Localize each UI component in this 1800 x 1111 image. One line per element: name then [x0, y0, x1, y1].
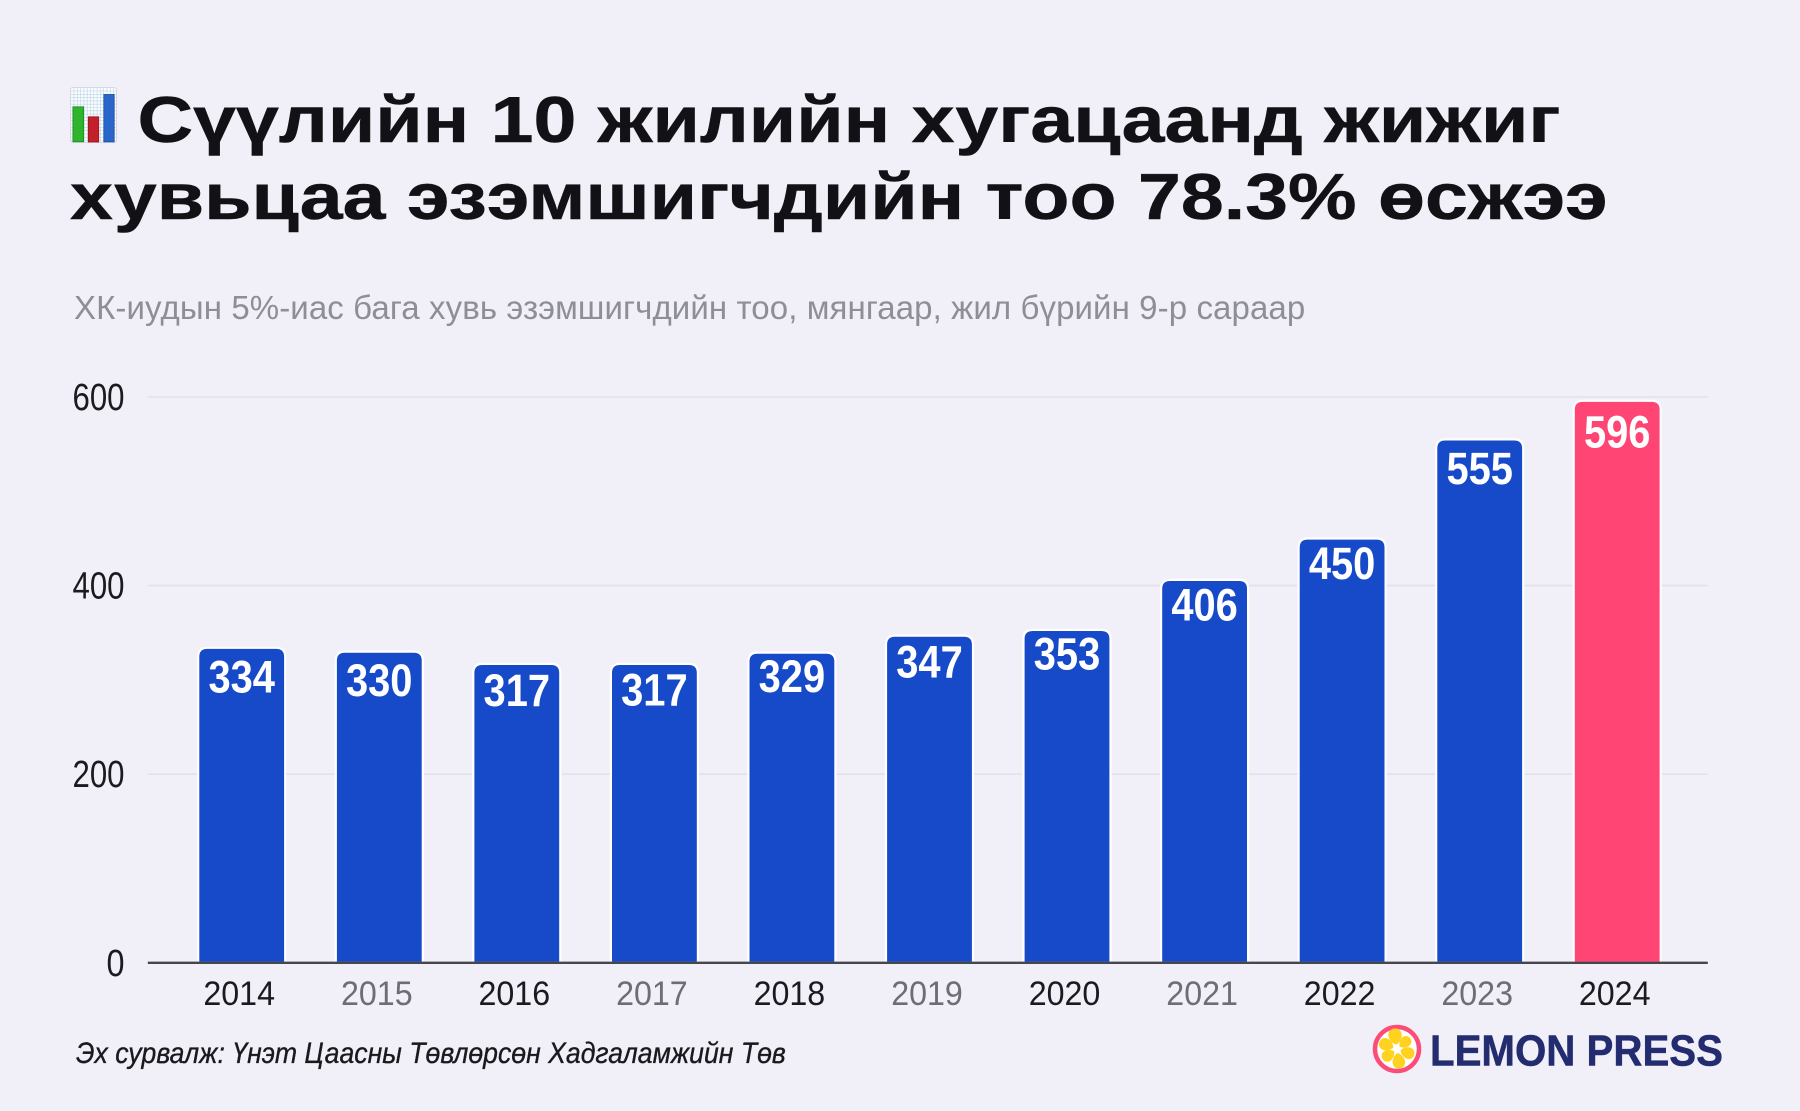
svg-text:2022: 2022 — [1304, 975, 1376, 1013]
svg-text:2014: 2014 — [203, 975, 275, 1013]
svg-text:353: 353 — [1034, 629, 1101, 680]
svg-text:2023: 2023 — [1441, 975, 1513, 1013]
svg-text:2019: 2019 — [891, 975, 963, 1013]
svg-text:200: 200 — [73, 754, 125, 796]
svg-text:LEMON PRESS: LEMON PRESS — [1430, 1027, 1723, 1076]
svg-text:2020: 2020 — [1029, 975, 1101, 1013]
svg-text:329: 329 — [759, 651, 826, 702]
svg-text:2017: 2017 — [616, 975, 688, 1013]
svg-text:2021: 2021 — [1166, 975, 1238, 1013]
svg-text:330: 330 — [346, 655, 413, 706]
svg-text:334: 334 — [208, 651, 275, 702]
svg-text:2018: 2018 — [754, 975, 826, 1013]
svg-text:555: 555 — [1446, 443, 1513, 494]
svg-text:317: 317 — [621, 664, 688, 715]
svg-text:347: 347 — [896, 636, 963, 687]
svg-text:596: 596 — [1584, 407, 1651, 458]
svg-text:2024: 2024 — [1579, 975, 1651, 1013]
svg-text:450: 450 — [1309, 538, 1376, 589]
svg-text:406: 406 — [1171, 579, 1238, 630]
svg-text:600: 600 — [73, 377, 125, 419]
svg-text:317: 317 — [484, 665, 551, 716]
svg-text:0: 0 — [107, 943, 125, 985]
svg-text:400: 400 — [73, 566, 125, 608]
svg-text:2016: 2016 — [479, 975, 551, 1013]
svg-text:2015: 2015 — [341, 975, 413, 1013]
